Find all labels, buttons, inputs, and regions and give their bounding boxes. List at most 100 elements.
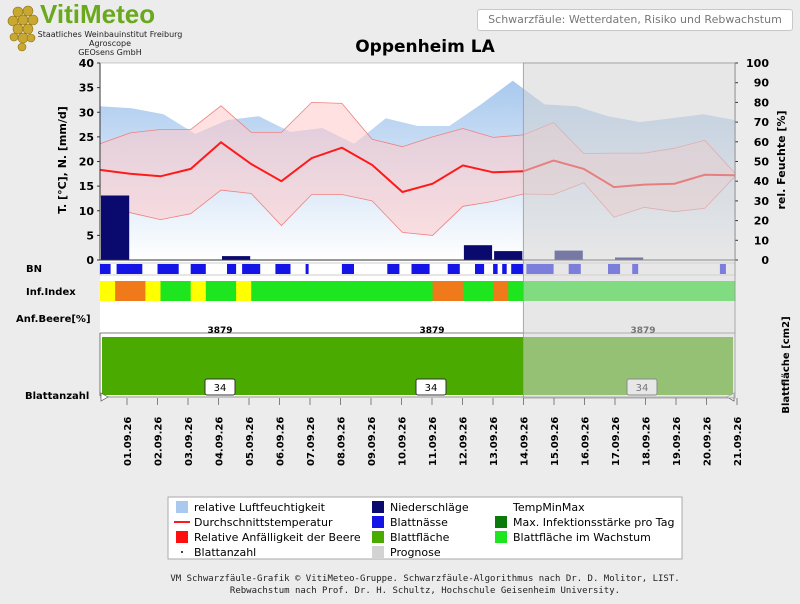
inf-index-cell (205, 281, 222, 301)
x-tick-label: 19.09.26 (672, 417, 683, 466)
chart-title: Oppenheim LA (355, 37, 495, 57)
legend-growth-swatch (495, 531, 507, 543)
bn-segment (502, 264, 507, 274)
bn-row-label: BN (26, 264, 42, 275)
bn-segment (475, 264, 485, 274)
legend-dot-swatch (181, 551, 183, 553)
leaf-count-box (415, 378, 447, 396)
legend-label: relative Luftfeuchtigkeit (194, 501, 326, 514)
x-tick-label: 03.09.26 (184, 417, 195, 466)
y-right-axis-label: rel. Feuchte [%] (775, 111, 788, 210)
y-left-tick-label: 30 (79, 106, 95, 119)
legend-swatch (372, 501, 384, 513)
legend-swatch (181, 551, 183, 553)
legend-label: Durchschnittstemperatur (194, 516, 333, 529)
x-tick-label: 10.09.26 (398, 417, 409, 466)
precip-bar (463, 245, 493, 260)
y-left-tick-label: 5 (86, 229, 94, 242)
x-tick-label: 18.09.26 (642, 417, 653, 466)
leaf-count-box (204, 378, 236, 396)
x-tick-label: 01.09.26 (123, 417, 134, 466)
arrow-left-icon (100, 392, 109, 402)
x-tick-label: 14.09.26 (520, 417, 531, 466)
bn-segment (116, 264, 143, 274)
x-tick-label: 08.09.26 (337, 417, 348, 466)
inf-index-cell (341, 281, 358, 301)
y-right-tick-label: 10 (754, 234, 770, 247)
inf-index-cell (236, 281, 252, 301)
bn-segment (190, 264, 206, 274)
y-left-tick-label: 20 (79, 156, 95, 169)
x-tick-label: 04.09.26 (215, 417, 226, 466)
y-left-tick-label: 10 (79, 205, 95, 218)
x-tick-label: 16.09.26 (581, 417, 592, 466)
legend-box (167, 496, 683, 560)
inf-index-cell (190, 281, 207, 301)
leaf-count-value: 34 (425, 383, 438, 394)
legend-red-swatch (176, 531, 188, 543)
bn-segment (447, 264, 460, 274)
y-left-tick-label: 35 (79, 82, 94, 95)
indicator-rows: 387938793879343434BNInf.IndexAnf.Beere[%… (16, 62, 792, 414)
y-right-tick-label: 60 (754, 136, 770, 149)
inf-index-cell (130, 281, 146, 301)
bn-segment (275, 264, 291, 274)
legend-label: Relative Anfälligkeit der Beere (194, 531, 361, 544)
x-tick-label: 12.09.26 (459, 417, 470, 466)
inf-index-cell (447, 281, 464, 301)
y-left-axis-label: T. [°C], N. [mm/d] (56, 106, 69, 214)
legend-swatch (495, 531, 507, 543)
legend-label: Prognose (390, 546, 441, 559)
bn-segment (305, 264, 309, 274)
inf-index-row-label: Inf.Index (26, 287, 76, 298)
footer-line-2: Rebwachstum nach Prof. Dr. H. Schultz, H… (230, 586, 620, 596)
y-left-tick-label: 15 (79, 180, 94, 193)
bn-segment (387, 264, 400, 274)
inf-index-cell (221, 281, 237, 301)
inf-index-cell (100, 281, 116, 301)
inf-index-cell (417, 281, 433, 301)
inf-index-cell (372, 281, 388, 301)
inf-index-cell (402, 281, 418, 301)
x-tick-label: 17.09.26 (611, 417, 622, 466)
y-left-tick-label: 0 (86, 254, 94, 267)
bn-segment (493, 264, 498, 274)
x-tick-label: 02.09.26 (154, 417, 165, 466)
inf-index-cell (508, 281, 524, 301)
precip-bar (101, 195, 130, 260)
y-right-tick-label: 50 (754, 156, 770, 169)
x-axis-labels: 01.09.26 02.09.26 03.09.26 04.09.26 05.09.26… (123, 398, 744, 466)
x-tick-label: 06.09.26 (276, 417, 287, 466)
legend-swatch (176, 531, 188, 543)
y-left-tick-label: 40 (79, 57, 95, 70)
bn-segment (411, 264, 430, 274)
legend-label: Blattfläche im Wachstum (513, 531, 651, 544)
legend-swatch (495, 516, 507, 528)
x-tick-label: 20.09.26 (703, 417, 714, 466)
x-tick-label: 21.09.26 (733, 417, 744, 466)
inf-index-cell (493, 281, 509, 301)
legend-forecast-swatch (372, 546, 384, 558)
leaf-count-value: 34 (214, 383, 227, 394)
y-right-tick-label: 30 (754, 195, 770, 208)
y-right-tick-label: 100 (746, 57, 769, 70)
y-right-tick-label: 90 (754, 77, 770, 90)
precip-bar (494, 251, 523, 260)
legend-label: Max. Infektionsstärke pro Tag (513, 516, 674, 529)
legend-humidity-swatch (176, 501, 188, 513)
legend-swatch (372, 516, 384, 528)
blattanzahl-row-label: Blattanzahl (25, 391, 89, 402)
legend-precip-swatch (372, 501, 384, 513)
precip-bar (222, 256, 251, 260)
inf-index-cell (296, 281, 312, 301)
leaf-area-value: 3879 (207, 326, 232, 336)
bn-segment (242, 264, 261, 274)
inf-index-cell (281, 281, 297, 301)
y-right-tick-label: 70 (754, 116, 770, 129)
x-tick-label: 09.09.26 (367, 417, 378, 466)
bn-segment (511, 264, 524, 274)
leaf-area-value: 3879 (419, 326, 444, 336)
y-right-tick-label: 80 (754, 96, 770, 109)
axes: 0 5 10 15 20 25 30 35 40 0 10 20 30 40 50 60 70 80 90 100 T.… (56, 57, 788, 267)
